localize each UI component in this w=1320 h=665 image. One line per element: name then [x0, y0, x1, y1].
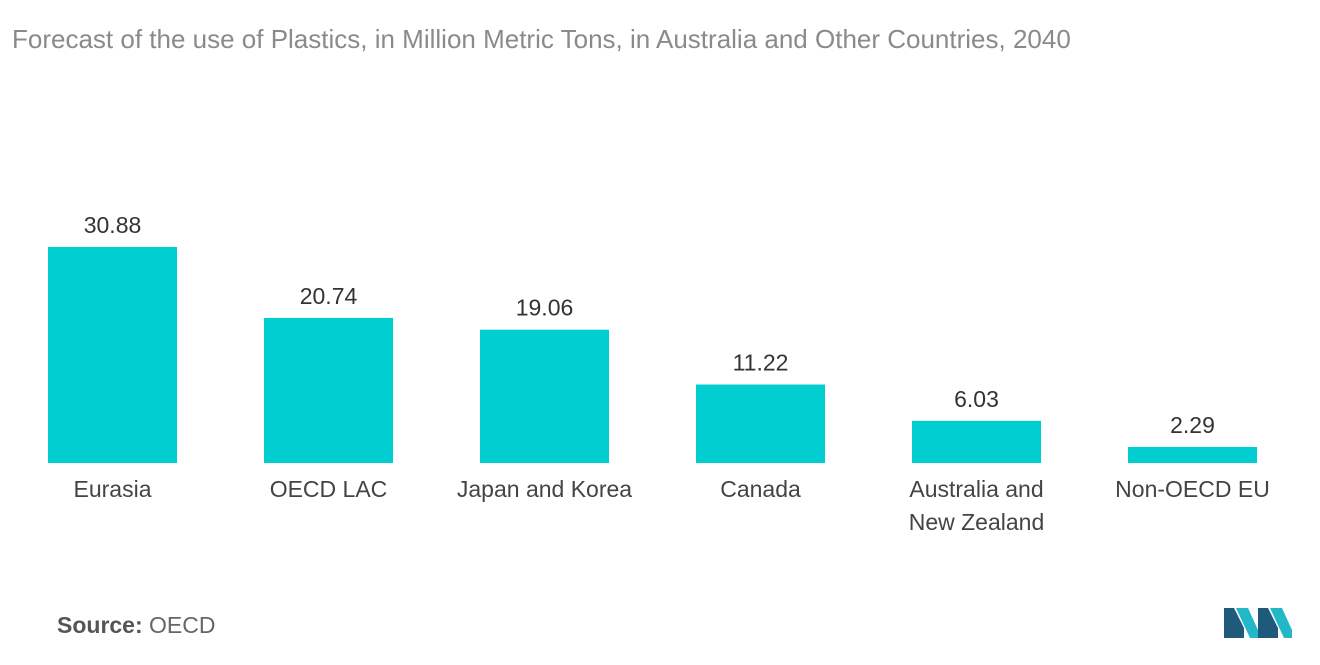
value-label-2: 20.74 [300, 283, 358, 309]
bar-chart: 30.88 Eurasia 20.74 OECD LAC 19.06 Japan and … [48, 212, 1270, 535]
value-label-3: 19.06 [516, 295, 574, 321]
category-label-line: Non-OECD EU [1115, 476, 1270, 502]
category-label-3: Japan and Korea [457, 476, 632, 502]
bar-4 [696, 384, 825, 463]
bar-2 [264, 317, 393, 463]
value-label-4: 11.22 [733, 350, 789, 376]
category-label-line: New Zealand [909, 509, 1045, 535]
mordor-logo-icon [1224, 608, 1292, 638]
category-label-line: Australia and [909, 476, 1043, 502]
category-label-4: Canada [720, 476, 801, 502]
category-label-6: Non-OECD EU [1115, 476, 1270, 502]
category-label-line: OECD LAC [270, 476, 388, 502]
source-value: OECD [149, 612, 216, 638]
chart-title: Forecast of the use of Plastics, in Mill… [12, 24, 1071, 54]
category-label-line: Japan and Korea [457, 476, 632, 502]
bar-1 [48, 247, 177, 463]
source-label: Source: [57, 612, 143, 638]
bar-5 [912, 420, 1041, 463]
category-label-2: OECD LAC [270, 476, 388, 502]
category-label-5: Australia and New Zealand [909, 476, 1045, 535]
category-label-line: Eurasia [74, 476, 152, 502]
value-label-1: 30.88 [84, 212, 142, 238]
category-label-1: Eurasia [74, 476, 152, 502]
bar-3 [480, 329, 609, 463]
value-label-5: 6.03 [954, 386, 999, 412]
category-label-line: Canada [720, 476, 801, 502]
bar-6 [1128, 446, 1257, 463]
value-label-6: 2.29 [1170, 412, 1215, 438]
source-note: Source: OECD [57, 612, 215, 639]
